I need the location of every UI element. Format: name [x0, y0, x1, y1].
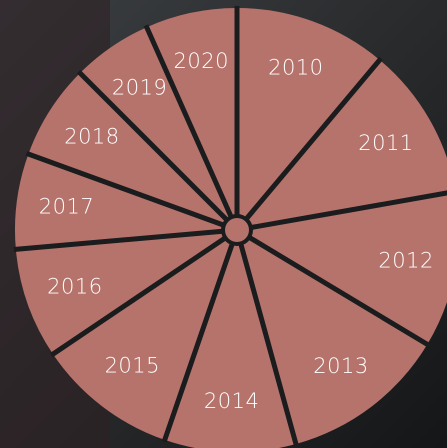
segment-label[interactable]: 2018	[64, 125, 119, 149]
radial-menu: 2010 2011 2012 2013 2014 2015 2016 2017 2018 2019…	[14, 6, 447, 448]
center-hub	[225, 218, 249, 242]
page: 2010 2011 2012 2013 2014 2015 2016 2017 2018 2019…	[0, 0, 447, 448]
segment-label[interactable]: 2014	[204, 389, 259, 413]
segment-label[interactable]: 2017	[39, 195, 94, 219]
radial-menu-screen: 2010 2011 2012 2013 2014 2015 2016 2017 2018 2019…	[0, 0, 447, 448]
segment-label[interactable]: 2011	[358, 131, 413, 155]
segment-label[interactable]: 2015	[105, 353, 160, 377]
segment-label[interactable]: 2016	[47, 274, 102, 298]
segment-label[interactable]: 2020	[174, 49, 229, 73]
segment-label[interactable]: 2010	[268, 55, 323, 79]
segment-label[interactable]: 2012	[378, 248, 433, 272]
segment-label[interactable]: 2019	[112, 75, 167, 99]
segment-label[interactable]: 2013	[313, 354, 368, 378]
